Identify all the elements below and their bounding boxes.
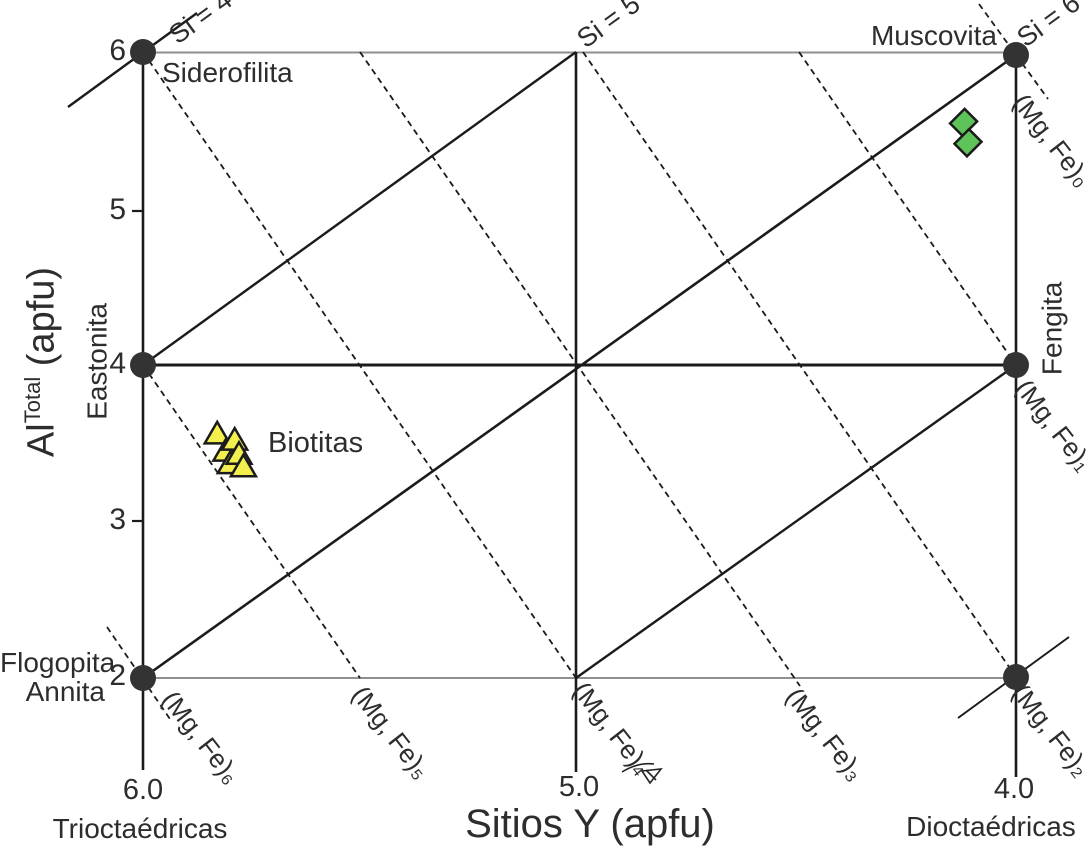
node-eastonita — [130, 352, 156, 378]
node-flogopita-annita — [130, 665, 156, 691]
cursor-trail — [621, 762, 655, 773]
mgfe-isolines — [106, 3, 1049, 723]
biotitas-marker — [228, 452, 259, 478]
mouse-cursor-icon — [621, 762, 663, 785]
y-tick-label-6: 6 — [109, 34, 126, 67]
eastonita-label: Eastonita — [81, 303, 113, 420]
node-dioctahedral-bottom — [1003, 664, 1029, 690]
diamond-marker — [952, 127, 984, 159]
data-markers — [202, 107, 984, 478]
si5-line — [142, 51, 577, 366]
x-tick-label-4: 4.0 — [993, 773, 1035, 805]
lower-right-join-line — [575, 364, 1017, 679]
node-siderofilita — [130, 39, 156, 65]
x-axis-title: Sitios Y (apfu) — [465, 802, 715, 846]
end-member-nodes — [130, 39, 1029, 691]
y-title-superscript: Total — [20, 376, 45, 424]
si4-line — [67, 12, 198, 108]
mgfe5-dashed-line — [142, 364, 361, 679]
mgfe1-dashed-line — [798, 51, 1017, 366]
y-axis-title: AlTotal (apfu) — [20, 202, 67, 522]
biotitas-marker — [202, 419, 232, 445]
dioctahedral-label: Dioctaédricas — [906, 811, 1076, 842]
y-tick-label-3: 3 — [109, 503, 126, 536]
siderofilita-label: Siderofilita — [162, 57, 293, 88]
y-title-units: (apfu) — [20, 266, 63, 377]
biotitas-series-label: Biotitas — [268, 427, 364, 459]
muscovita-label: Muscovita — [870, 20, 997, 51]
fengita-label: Fengita — [1036, 281, 1068, 376]
mgfe2-dashed-line — [582, 51, 1017, 678]
annita-label: Annita — [25, 676, 105, 707]
y-title-main: Al — [20, 423, 63, 458]
y-tick-label-2: 2 — [109, 659, 126, 692]
y-tick-label-5: 5 — [109, 193, 126, 226]
x-tick-label-6: 6.0 — [122, 774, 164, 806]
mgfe3-dashed-line — [359, 51, 801, 687]
flogopita-label: Flogopita — [0, 647, 116, 678]
cursor-tail — [645, 769, 657, 781]
trioctahedral-label: Trioctaédricas — [52, 813, 228, 844]
mgfe4-dashed-line — [142, 51, 577, 679]
x-tick-label-5: 5.0 — [558, 771, 600, 803]
node-muscovita — [1003, 42, 1029, 68]
y-tick-label-4: 4 — [109, 347, 126, 380]
node-fengita — [1003, 352, 1029, 378]
mgfe0-dashed-line — [978, 3, 1049, 100]
